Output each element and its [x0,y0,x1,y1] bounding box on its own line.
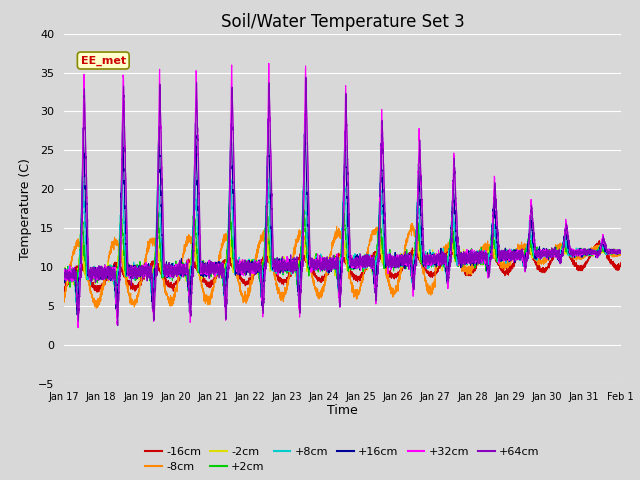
Text: EE_met: EE_met [81,55,126,66]
X-axis label: Time: Time [327,405,358,418]
Y-axis label: Temperature (C): Temperature (C) [19,158,33,260]
Title: Soil/Water Temperature Set 3: Soil/Water Temperature Set 3 [221,12,464,31]
Legend: -16cm, -8cm, -2cm, +2cm, +8cm, +16cm, +32cm, +64cm: -16cm, -8cm, -2cm, +2cm, +8cm, +16cm, +3… [141,442,544,477]
